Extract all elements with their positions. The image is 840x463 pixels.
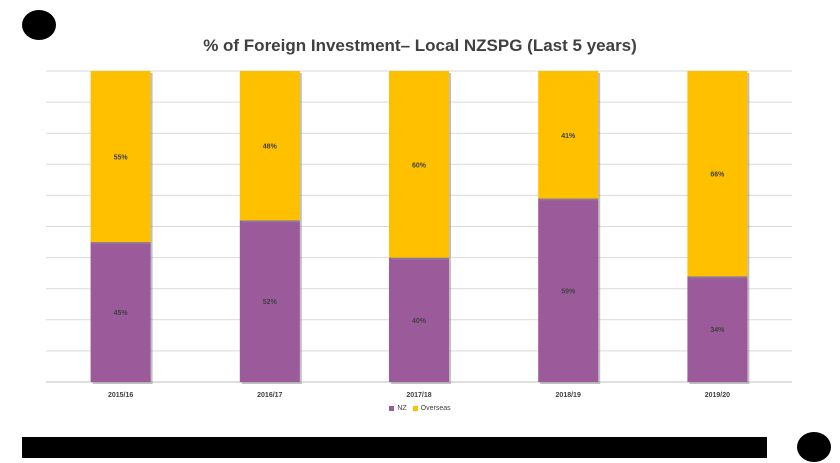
bar-overseas-2015-16: [90, 71, 151, 243]
legend-swatch-nz: [389, 406, 395, 411]
data-label: 40%: [412, 318, 427, 325]
x-tick-label: 2017/18: [406, 392, 431, 399]
x-tick-label: 2019/20: [705, 392, 730, 399]
legend-item-overseas: Overseas: [412, 405, 451, 412]
legend-label-overseas: Overseas: [420, 405, 451, 412]
bar-nz-2019-20: [687, 276, 748, 382]
data-label: 52%: [263, 299, 278, 306]
data-label: 34%: [710, 327, 725, 334]
legend-label-nz: NZ: [397, 405, 407, 412]
data-label: 66%: [710, 172, 725, 179]
data-label: 41%: [561, 133, 576, 140]
data-label: 60%: [412, 162, 427, 169]
bar-nz-2018-19: [538, 198, 599, 382]
legend-item-nz: NZ: [389, 405, 407, 412]
decorative-circle-top-left: [22, 10, 56, 40]
data-label: 45%: [114, 310, 129, 317]
bar-nz-2016-17: [239, 220, 300, 382]
decorative-bottom-bar: [22, 437, 767, 458]
bar-nz-2017-18: [389, 257, 449, 382]
bar-overseas-2016-17: [239, 71, 300, 221]
data-label: 59%: [561, 288, 576, 295]
bar-overseas-2018-19: [538, 71, 599, 199]
chart-legend: NZ Overseas: [0, 405, 840, 413]
x-tick-label: 2015/16: [108, 392, 133, 399]
decorative-circle-bottom-right: [797, 432, 831, 462]
bar-overseas-2017-18: [389, 71, 449, 258]
legend-swatch-overseas: [412, 406, 418, 411]
bar-overseas-2019-20: [687, 71, 748, 277]
data-label: 48%: [263, 144, 278, 151]
data-label: 55%: [114, 155, 129, 162]
x-tick-label: 2018/19: [556, 392, 581, 399]
chart-title: % of Foreign Investment– Local NZSPG (La…: [203, 36, 637, 55]
bar-nz-2015-16: [90, 242, 151, 382]
x-tick-label: 2016/17: [257, 392, 282, 399]
